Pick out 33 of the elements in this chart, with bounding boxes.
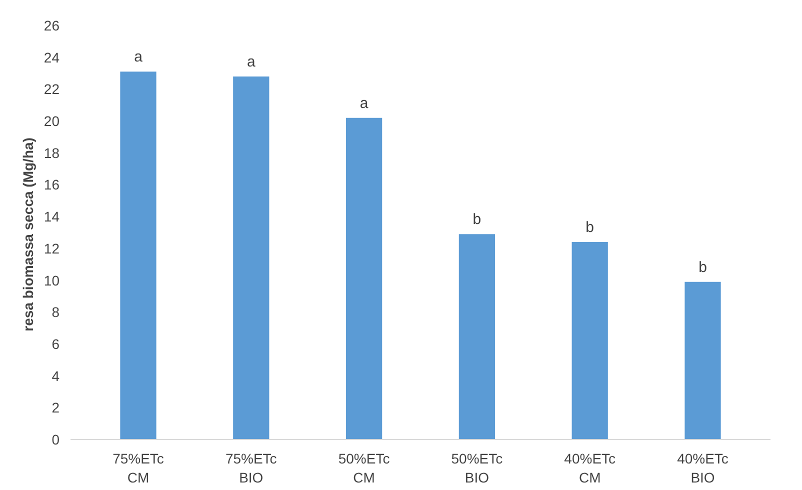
y-tick-label: 20	[44, 113, 60, 130]
y-tick-label: 14	[44, 208, 60, 225]
y-tick-label: 12	[44, 240, 60, 256]
bar	[346, 118, 382, 440]
annotation: a	[360, 94, 369, 112]
y-tick-label: 18	[44, 144, 60, 161]
y-tick-label: 0	[52, 432, 60, 448]
y-tick-label: 8	[52, 304, 60, 320]
x-tick-label: 50%ETc BIO	[451, 450, 503, 486]
y-tick-label: 24	[44, 49, 60, 66]
x-tick-label: 75%ETc CM	[112, 450, 164, 486]
y-tick-label: 10	[44, 272, 60, 288]
bar	[684, 282, 721, 440]
y-tick-label: 22	[44, 81, 60, 98]
x-tick-label: 75%ETc BIO	[225, 450, 277, 486]
x-tick-label: 40%ETc BIO	[677, 450, 728, 486]
bar	[572, 242, 608, 440]
annotation: b	[472, 211, 482, 228]
annotation: a	[246, 53, 256, 70]
y-tick-label: 6	[52, 336, 60, 352]
annotation: a	[134, 48, 144, 66]
y-tick-label: 2	[52, 400, 60, 416]
y-axis-title: resa biomassa secca (Mg/ha)	[20, 138, 36, 332]
bar	[233, 76, 270, 440]
bar	[120, 72, 156, 440]
y-tick-label: 4	[52, 368, 60, 384]
y-tick-label: 16	[44, 176, 60, 193]
x-tick-label: 40%ETc CM	[564, 450, 616, 486]
bar	[458, 234, 496, 440]
y-tick-label: 26	[44, 18, 60, 34]
annotation: b	[698, 258, 707, 276]
annotation: b	[586, 219, 594, 236]
x-tick-label: 50%ETc CM	[338, 450, 390, 486]
